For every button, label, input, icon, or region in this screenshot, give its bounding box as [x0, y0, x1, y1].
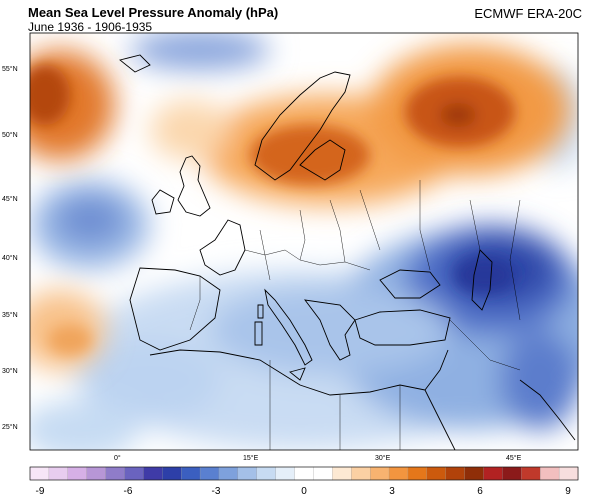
colorbar-cell: [48, 466, 69, 481]
colorbar-cell: [332, 466, 352, 481]
colorbar-cell: [162, 466, 182, 481]
lat-label: 30°N: [2, 367, 18, 375]
map-subtitle: June 1936 - 1906-1935: [28, 20, 153, 34]
lon-label: 15°E: [243, 454, 259, 462]
colorbar-cell: [521, 466, 541, 481]
colorbar-cell: [143, 466, 163, 481]
lon-label: 0°: [114, 454, 121, 462]
data-source-label: ECMWF ERA-20C: [474, 6, 582, 21]
colorbar-cell: [388, 466, 409, 481]
anomaly-field: [30, 33, 578, 450]
colorbar-label: -6: [124, 486, 133, 497]
colorbar-cell: [237, 466, 258, 481]
colorbar-cell: [445, 466, 466, 481]
lon-label: 45°E: [506, 454, 522, 462]
colorbar-cell: [218, 466, 239, 481]
colorbar-labels: -9 -6 -3 0 3 6 9: [36, 486, 572, 497]
colorbar-label: 3: [389, 486, 395, 497]
colorbar-cell: [181, 466, 201, 481]
colorbar-cell: [105, 466, 125, 481]
colorbar-cell: [313, 466, 333, 481]
colorbar-label: 9: [565, 486, 571, 497]
map-title: Mean Sea Level Pressure Anomaly (hPa): [28, 5, 279, 20]
colorbar-cell: [256, 466, 277, 481]
colorbar-cell: [124, 466, 144, 481]
colorbar-label: 0: [301, 486, 307, 497]
latitude-labels: 55°N 50°N 45°N 40°N 35°N 30°N 25°N: [2, 65, 18, 431]
map-frame: [29, 32, 579, 451]
colorbar-cell: [426, 466, 447, 481]
colorbar-cell: [502, 466, 522, 481]
colorbar-cell: [369, 466, 390, 481]
lat-label: 40°N: [2, 254, 18, 262]
country-borders: [189, 180, 521, 450]
colorbar-label: -9: [36, 486, 45, 497]
lat-label: 35°N: [2, 311, 18, 319]
colorbar-label: 6: [477, 486, 483, 497]
colorbar-cell: [67, 466, 88, 481]
colorbar-cell: [351, 466, 371, 481]
colorbar-cell: [29, 466, 50, 481]
colorbar-cell: [483, 466, 503, 481]
colorbar-label: -3: [212, 486, 221, 497]
colorbar-cell: [294, 466, 314, 481]
colorbar: [29, 466, 579, 481]
longitude-labels: 0° 15°E 30°E 45°E: [114, 454, 522, 462]
lat-label: 55°N: [2, 65, 18, 73]
colorbar-cell: [407, 466, 428, 481]
lat-label: 50°N: [2, 131, 18, 139]
colorbar-cell: [558, 466, 579, 481]
colorbar-cell: [86, 466, 107, 481]
colorbar-frame: [29, 466, 579, 481]
coastlines: [119, 54, 576, 450]
colorbar-cell: [540, 466, 560, 481]
lat-label: 25°N: [2, 423, 18, 431]
colorbar-cell: [199, 466, 220, 481]
colorbar-cell: [464, 466, 484, 481]
lat-label: 45°N: [2, 195, 18, 203]
lon-label: 30°E: [375, 454, 391, 462]
colorbar-cell: [275, 466, 296, 481]
